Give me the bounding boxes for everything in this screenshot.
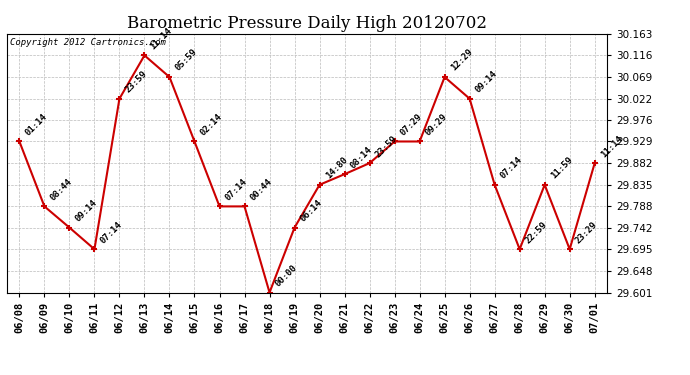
Text: Copyright 2012 Cartronics.com: Copyright 2012 Cartronics.com xyxy=(10,38,166,46)
Text: 14:80: 14:80 xyxy=(324,155,349,181)
Text: 06:14: 06:14 xyxy=(299,198,324,223)
Text: 05:59: 05:59 xyxy=(174,48,199,73)
Text: 07:29: 07:29 xyxy=(399,112,424,137)
Text: 23:29: 23:29 xyxy=(574,220,599,245)
Text: 08:14: 08:14 xyxy=(348,145,374,170)
Text: 07:14: 07:14 xyxy=(499,155,524,181)
Text: 12:29: 12:29 xyxy=(448,48,474,73)
Text: 00:44: 00:44 xyxy=(248,177,274,202)
Text: 09:14: 09:14 xyxy=(474,69,499,94)
Text: 22:59: 22:59 xyxy=(524,220,549,245)
Text: 07:14: 07:14 xyxy=(224,177,249,202)
Text: 23:59: 23:59 xyxy=(374,134,399,159)
Text: 09:14: 09:14 xyxy=(74,198,99,223)
Text: 00:00: 00:00 xyxy=(274,263,299,288)
Text: 08:44: 08:44 xyxy=(48,177,74,202)
Text: 01:14: 01:14 xyxy=(23,112,49,137)
Text: 07:14: 07:14 xyxy=(99,220,124,245)
Text: 11:14: 11:14 xyxy=(148,26,174,51)
Text: 11:14: 11:14 xyxy=(599,134,624,159)
Text: 11:59: 11:59 xyxy=(549,155,574,181)
Title: Barometric Pressure Daily High 20120702: Barometric Pressure Daily High 20120702 xyxy=(127,15,487,32)
Text: 23:59: 23:59 xyxy=(124,69,149,94)
Text: 02:14: 02:14 xyxy=(199,112,224,137)
Text: 09:29: 09:29 xyxy=(424,112,449,137)
